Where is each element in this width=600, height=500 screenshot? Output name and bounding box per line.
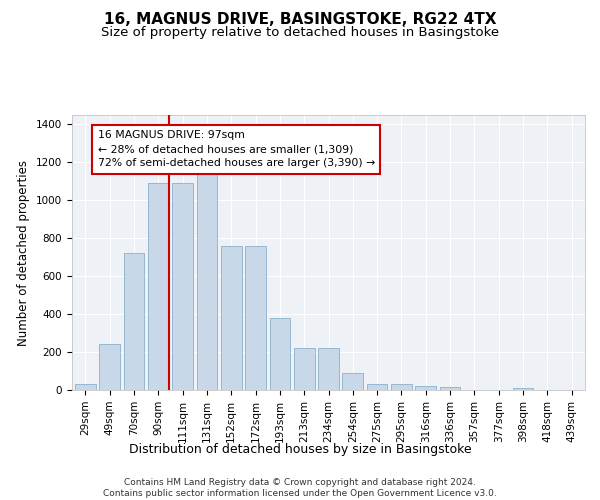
Text: 16, MAGNUS DRIVE, BASINGSTOKE, RG22 4TX: 16, MAGNUS DRIVE, BASINGSTOKE, RG22 4TX [104, 12, 496, 28]
Bar [415, 386, 436, 390]
Text: 16 MAGNUS DRIVE: 97sqm
← 28% of detached houses are smaller (1,309)
72% of semi-: 16 MAGNUS DRIVE: 97sqm ← 28% of detached… [98, 130, 375, 168]
Y-axis label: Number of detached properties: Number of detached properties [17, 160, 31, 346]
Bar [512, 388, 533, 390]
Text: Distribution of detached houses by size in Basingstoke: Distribution of detached houses by size … [128, 442, 472, 456]
Bar [294, 348, 314, 390]
Bar [172, 184, 193, 390]
Bar [148, 184, 169, 390]
Bar [343, 373, 363, 390]
Bar [391, 384, 412, 390]
Bar [100, 344, 120, 390]
Bar [221, 246, 242, 390]
Bar [318, 348, 339, 390]
Bar [269, 318, 290, 390]
Bar [197, 174, 217, 390]
Bar [75, 384, 96, 390]
Bar [124, 254, 145, 390]
Text: Contains HM Land Registry data © Crown copyright and database right 2024.
Contai: Contains HM Land Registry data © Crown c… [103, 478, 497, 498]
Bar [440, 387, 460, 390]
Text: Size of property relative to detached houses in Basingstoke: Size of property relative to detached ho… [101, 26, 499, 39]
Bar [367, 384, 388, 390]
Bar [245, 246, 266, 390]
